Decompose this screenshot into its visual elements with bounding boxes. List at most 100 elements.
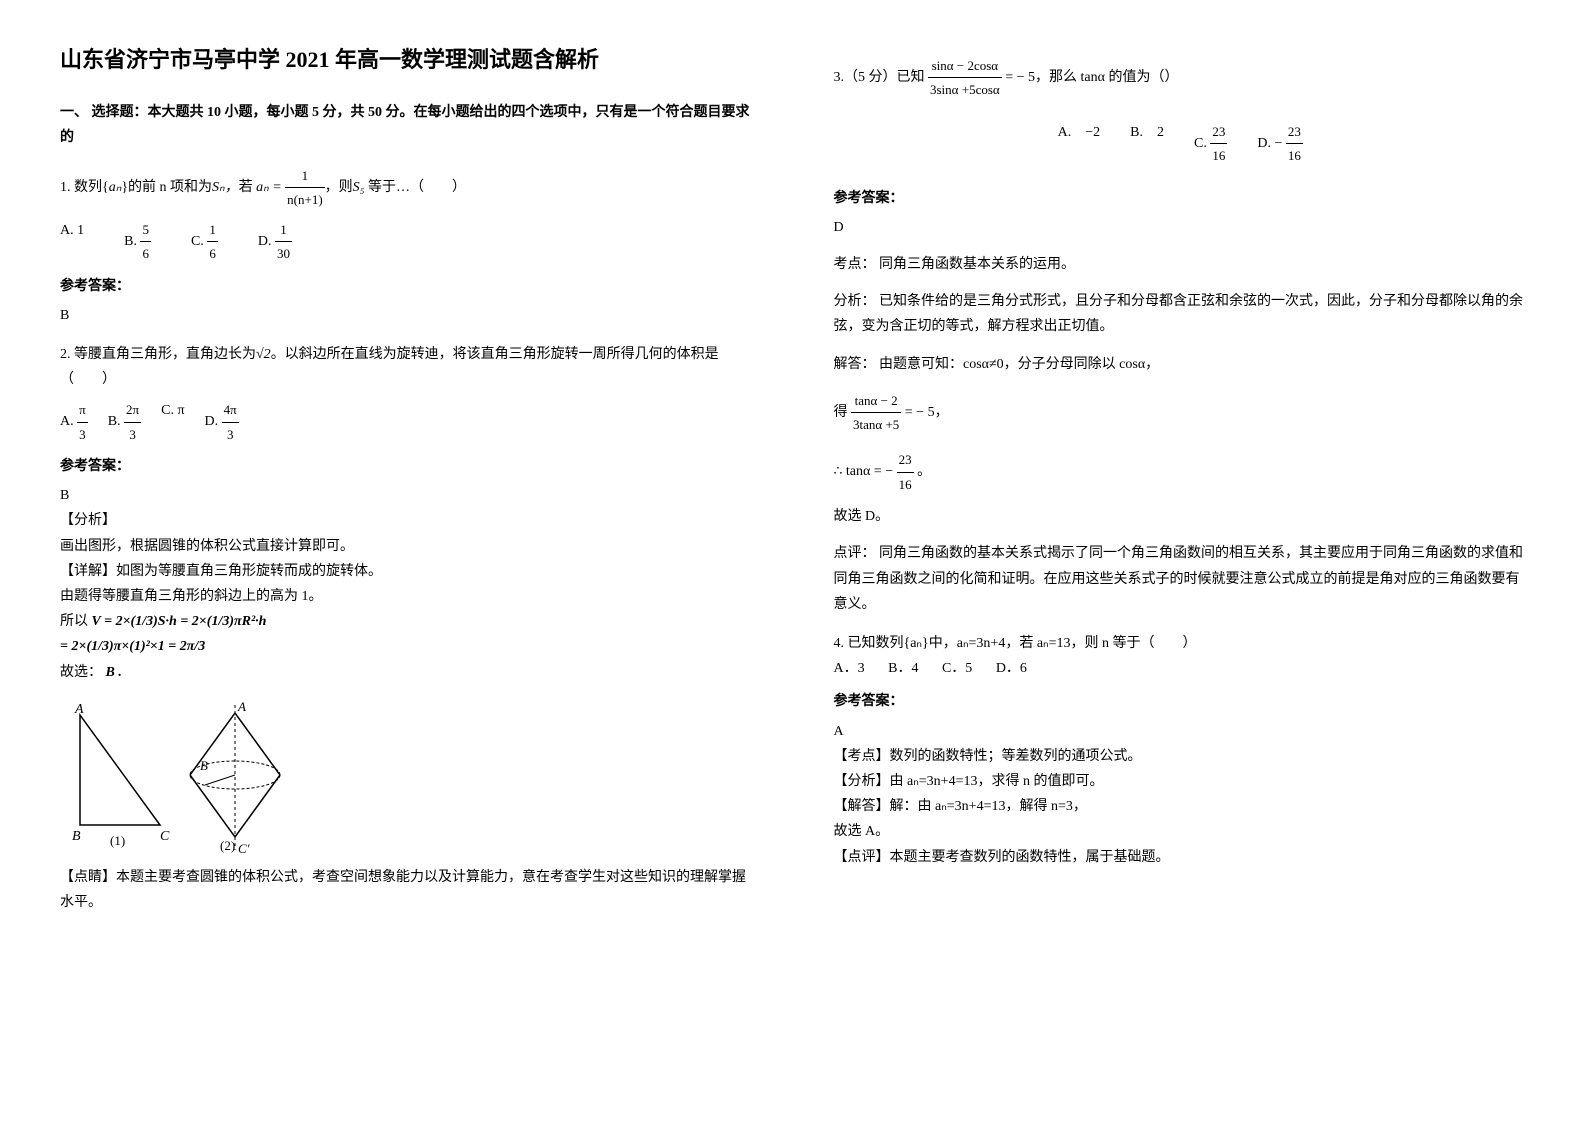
q2-options: A. π3 B. 2π3 C. π D. 4π3 bbox=[60, 398, 754, 446]
q2-text-1: 2. 等腰直角三角形，直角边长为 bbox=[60, 347, 256, 362]
q1-text-5: 等于…（ ） bbox=[365, 180, 467, 195]
q3-text-2: = − 5，那么 tanα 的值为（） bbox=[1005, 70, 1178, 85]
q2-optA-den: 3 bbox=[77, 423, 88, 446]
q4-optA: A．3 bbox=[834, 661, 865, 676]
q3-jd2-row: 得 tanα − 2 3tanα +5 = − 5， bbox=[834, 389, 1528, 437]
q3-jd3-frac: 23 16 bbox=[897, 448, 914, 496]
q2-answer: B bbox=[60, 483, 754, 508]
q2-formula-1: V = 2×(1/3)S·h = 2×(1/3)πR²·h bbox=[92, 614, 267, 629]
q3-optD-label: D. bbox=[1257, 136, 1271, 151]
triangle-1: A B C (1) bbox=[72, 702, 170, 848]
q3-dp-row: 点评： 同角三角函数的基本关系式揭示了同一个角三角函数间的相互关系，其主要应用于… bbox=[834, 541, 1528, 617]
q3-answer: D bbox=[834, 215, 1528, 240]
q3-jd3-den: 16 bbox=[897, 473, 914, 496]
q4-answer-label: 参考答案： bbox=[834, 689, 1528, 714]
q4-options: A．3 B．4 C．5 D．6 bbox=[834, 656, 1528, 681]
q3-jd-label: 解答： bbox=[834, 357, 876, 372]
q1-frac-num: 1 bbox=[285, 164, 325, 188]
q1-optB-num: 5 bbox=[140, 218, 151, 242]
q1-fraction: 1 n(n+1) bbox=[285, 164, 325, 212]
q2-detail-1: 由题得等腰直角三角形的斜边上的高为 1。 bbox=[60, 584, 754, 609]
q1-optD: D. 130 bbox=[258, 218, 292, 266]
q3-optC-den: 16 bbox=[1210, 144, 1227, 167]
q2-optB-num: 2π bbox=[124, 398, 141, 422]
q4-fx: 【分析】由 aₙ=3n+4=13，求得 n 的值即可。 bbox=[834, 769, 1528, 794]
q1-optD-num: 1 bbox=[275, 218, 292, 242]
q3-optD-den: 16 bbox=[1286, 144, 1303, 167]
q3-kp: 同角三角函数基本关系的运用。 bbox=[879, 257, 1075, 272]
q2-optB: B. 2π3 bbox=[108, 398, 141, 446]
q3-fx-label: 分析： bbox=[834, 294, 876, 309]
q2-optB-label: B. bbox=[108, 414, 121, 429]
q3-jd1: 由题意可知：cosα≠0，分子分母同除以 cosα， bbox=[879, 357, 1159, 372]
q2-optB-frac: 2π3 bbox=[124, 398, 141, 446]
q1-optC-frac: 16 bbox=[207, 218, 218, 266]
q1-frac-den: n(n+1) bbox=[285, 188, 325, 211]
q4-stem: 4. 已知数列{aₙ}中，aₙ=3n+4，若 aₙ=13，则 n 等于（ ） bbox=[834, 631, 1528, 656]
q3-frac-bot: 3sinα +5cosα bbox=[928, 78, 1002, 101]
q3-optD: D. − 2316 bbox=[1257, 120, 1303, 168]
q3-optB: B. 2 bbox=[1130, 120, 1164, 168]
caption-2: (2) bbox=[220, 838, 235, 853]
q3-jd3-row: ∴ tanα = − 23 16 。 bbox=[834, 448, 1528, 496]
q2-detail-label: 【详解】如图为等腰直角三角形旋转而成的旋转体。 bbox=[60, 559, 754, 584]
q3-fx-row: 分析： 已知条件给的是三角分式形式，且分子和分母都含正弦和余弦的一次式，因此，分… bbox=[834, 289, 1528, 339]
q2-so-label: 所以 bbox=[60, 614, 88, 629]
q1-optD-label: D. bbox=[258, 234, 272, 249]
q3-optC-label: C. bbox=[1194, 136, 1207, 151]
q4-dp: 【点评】本题主要考查数列的函数特性，属于基础题。 bbox=[834, 845, 1528, 870]
q3-jd3-tail: 。 bbox=[917, 465, 931, 480]
page-title: 山东省济宁市马亭中学 2021 年高一数学理测试题含解析 bbox=[60, 40, 754, 80]
q3-frac-top: sinα − 2cosα bbox=[928, 54, 1002, 78]
q2-answer-label: 参考答案： bbox=[60, 454, 754, 479]
q1-formula-left: aₙ = bbox=[256, 180, 282, 195]
q3-jd2-tail: = − 5， bbox=[905, 405, 949, 420]
q3-kp-row: 考点： 同角三角函数基本关系的运用。 bbox=[834, 252, 1528, 277]
q1-optC-den: 6 bbox=[207, 242, 218, 265]
question-3: 3.（5 分）已知 sinα − 2cosα 3sinα +5cosα = − … bbox=[834, 54, 1528, 617]
q2-figure: A B C (1) A B C' ( bbox=[60, 695, 754, 855]
q2-sqrt2: √2 bbox=[256, 347, 271, 362]
q4-jd2: 故选 A。 bbox=[834, 819, 1528, 844]
q3-jd2-prefix: 得 bbox=[834, 405, 848, 420]
q3-optD-neg: − bbox=[1274, 136, 1282, 151]
q3-dp-label: 点评： bbox=[834, 546, 876, 561]
q3-jd2-bot: 3tanα +5 bbox=[851, 413, 901, 436]
q3-optC-frac: 2316 bbox=[1210, 120, 1227, 168]
bicone-2: A B C' (2) bbox=[190, 699, 280, 855]
q2-conclude: 故选： B . bbox=[60, 660, 754, 685]
q2-optD-num: 4π bbox=[222, 398, 239, 422]
q3-jd-row: 解答： 由题意可知：cosα≠0，分子分母同除以 cosα， bbox=[834, 352, 1528, 377]
q2-optD: D. 4π3 bbox=[205, 398, 239, 446]
question-1: 1. 数列{aₙ}的前 n 项和为Sₙ，若 aₙ = 1 n(n+1) ，则S₅… bbox=[60, 164, 754, 328]
q1-options: A. 1 B. 56 C. 16 D. 130 bbox=[60, 218, 754, 266]
q4-jd: 【解答】解：由 aₙ=3n+4=13，解得 n=3， bbox=[834, 794, 1528, 819]
q1-text-4: ，则 bbox=[325, 180, 353, 195]
left-column: 山东省济宁市马亭中学 2021 年高一数学理测试题含解析 一、 选择题：本大题共… bbox=[60, 40, 754, 929]
question-2: 2. 等腰直角三角形，直角边长为√2。以斜边所在直线为旋转迪，将该直角三角形旋转… bbox=[60, 342, 754, 915]
q4-optB: B．4 bbox=[888, 661, 918, 676]
q1-answer: B bbox=[60, 303, 754, 328]
q2-optD-label: D. bbox=[205, 414, 219, 429]
q3-stem: 3.（5 分）已知 sinα − 2cosα 3sinα +5cosα = − … bbox=[834, 54, 1528, 102]
q3-optD-num: 23 bbox=[1286, 120, 1303, 144]
label-C1: C bbox=[160, 829, 170, 844]
question-4: 4. 已知数列{aₙ}中，aₙ=3n+4，若 aₙ=13，则 n 等于（ ） A… bbox=[834, 631, 1528, 870]
label-B2: B bbox=[200, 758, 208, 773]
q2-analysis-label: 【分析】 bbox=[60, 508, 754, 533]
q2-optC: C. π bbox=[161, 398, 184, 446]
q1-optC: C. 16 bbox=[191, 218, 218, 266]
q2-optA: A. π3 bbox=[60, 398, 88, 446]
q1-s5: S₅ bbox=[353, 180, 365, 195]
label-A2: A bbox=[237, 699, 246, 714]
q1-optD-den: 30 bbox=[275, 242, 292, 265]
q1-optB-den: 6 bbox=[140, 242, 151, 265]
section-intro: 一、 选择题：本大题共 10 小题，每小题 5 分，共 50 分。在每小题给出的… bbox=[60, 100, 754, 150]
label-A1: A bbox=[74, 702, 84, 717]
q1-stem: 1. 数列{aₙ}的前 n 项和为Sₙ，若 aₙ = 1 n(n+1) ，则S₅… bbox=[60, 164, 754, 212]
q1-text-3: 若 bbox=[239, 180, 253, 195]
q1-optC-num: 1 bbox=[207, 218, 218, 242]
q3-optA: A. −2 bbox=[1058, 120, 1101, 168]
q1-text-1: 1. 数列{ bbox=[60, 180, 109, 195]
q1-optD-frac: 130 bbox=[275, 218, 292, 266]
